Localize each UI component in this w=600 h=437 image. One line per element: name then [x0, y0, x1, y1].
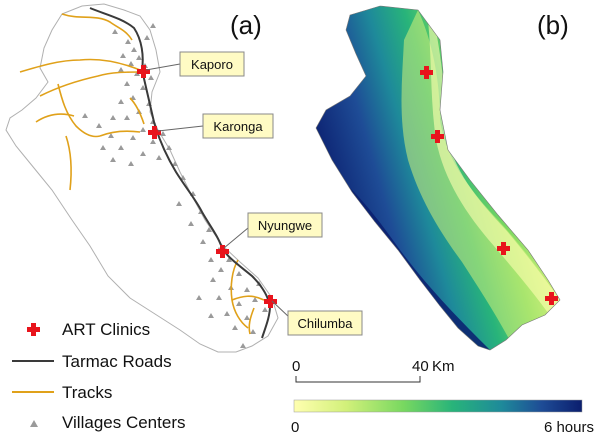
- clinic-marker-kaporo: [137, 65, 150, 78]
- scale-bar-end: 40: [412, 358, 429, 375]
- callout-nyungwe: [247, 212, 323, 238]
- color-ramp: [293, 399, 583, 413]
- callout-karonga: [202, 113, 274, 139]
- panel-b-label: (b): [537, 10, 569, 40]
- legend: ART Clinics Tarmac Roads Tracks Villages…: [12, 320, 185, 432]
- tarmac-roads: [89, 7, 272, 339]
- clinic-markers-b: [420, 66, 558, 305]
- tracks: [19, 13, 265, 335]
- callout-label-nyungwe: Nyungwe: [258, 218, 312, 233]
- color-bar-min-label: 0: [291, 419, 299, 436]
- scale-bar-line: [295, 376, 421, 383]
- clinic-marker-nyungwe: [216, 245, 229, 258]
- clinic-marker-karonga: [148, 126, 161, 139]
- callout-chilumba: [287, 310, 363, 336]
- callout-label-kaporo: Kaporo: [191, 57, 233, 72]
- legend-village-symbol: [30, 420, 38, 427]
- legend-item-clinics: ART Clinics: [27, 320, 150, 339]
- callout-label-karonga: Karonga: [213, 119, 263, 134]
- color-bar-max-label: 6 hours: [544, 419, 594, 436]
- clinic-markers-a: [137, 65, 277, 308]
- callout-label-chilumba: Chilumba: [298, 316, 354, 331]
- legend-label-tarmac: Tarmac Roads: [62, 352, 172, 371]
- legend-clinic-symbol: [27, 323, 40, 336]
- district-outline-b: [315, 5, 561, 351]
- callouts: Kaporo Karonga Nyungwe Chilumba: [145, 51, 363, 336]
- legend-label-tracks: Tracks: [62, 383, 112, 402]
- legend-item-tarmac: Tarmac Roads: [12, 352, 172, 371]
- panel-b: (b): [315, 5, 569, 351]
- district-outline-a: [5, 3, 279, 353]
- legend-label-clinics: ART Clinics: [62, 320, 150, 339]
- scale-bar: 0 40 Km: [292, 358, 455, 383]
- color-bar: 0 6 hours: [291, 399, 594, 436]
- scale-bar-start: 0: [292, 358, 300, 375]
- panel-a-label: (a): [230, 10, 262, 40]
- legend-item-villages: Villages Centers: [30, 413, 185, 432]
- village-centers: [82, 23, 268, 348]
- legend-label-villages: Villages Centers: [62, 413, 185, 432]
- scale-bar-unit: Km: [432, 358, 455, 375]
- callout-kaporo: [179, 51, 245, 77]
- legend-item-tracks: Tracks: [12, 383, 112, 402]
- panel-a: (a): [5, 3, 363, 353]
- clinic-marker-chilumba: [264, 295, 277, 308]
